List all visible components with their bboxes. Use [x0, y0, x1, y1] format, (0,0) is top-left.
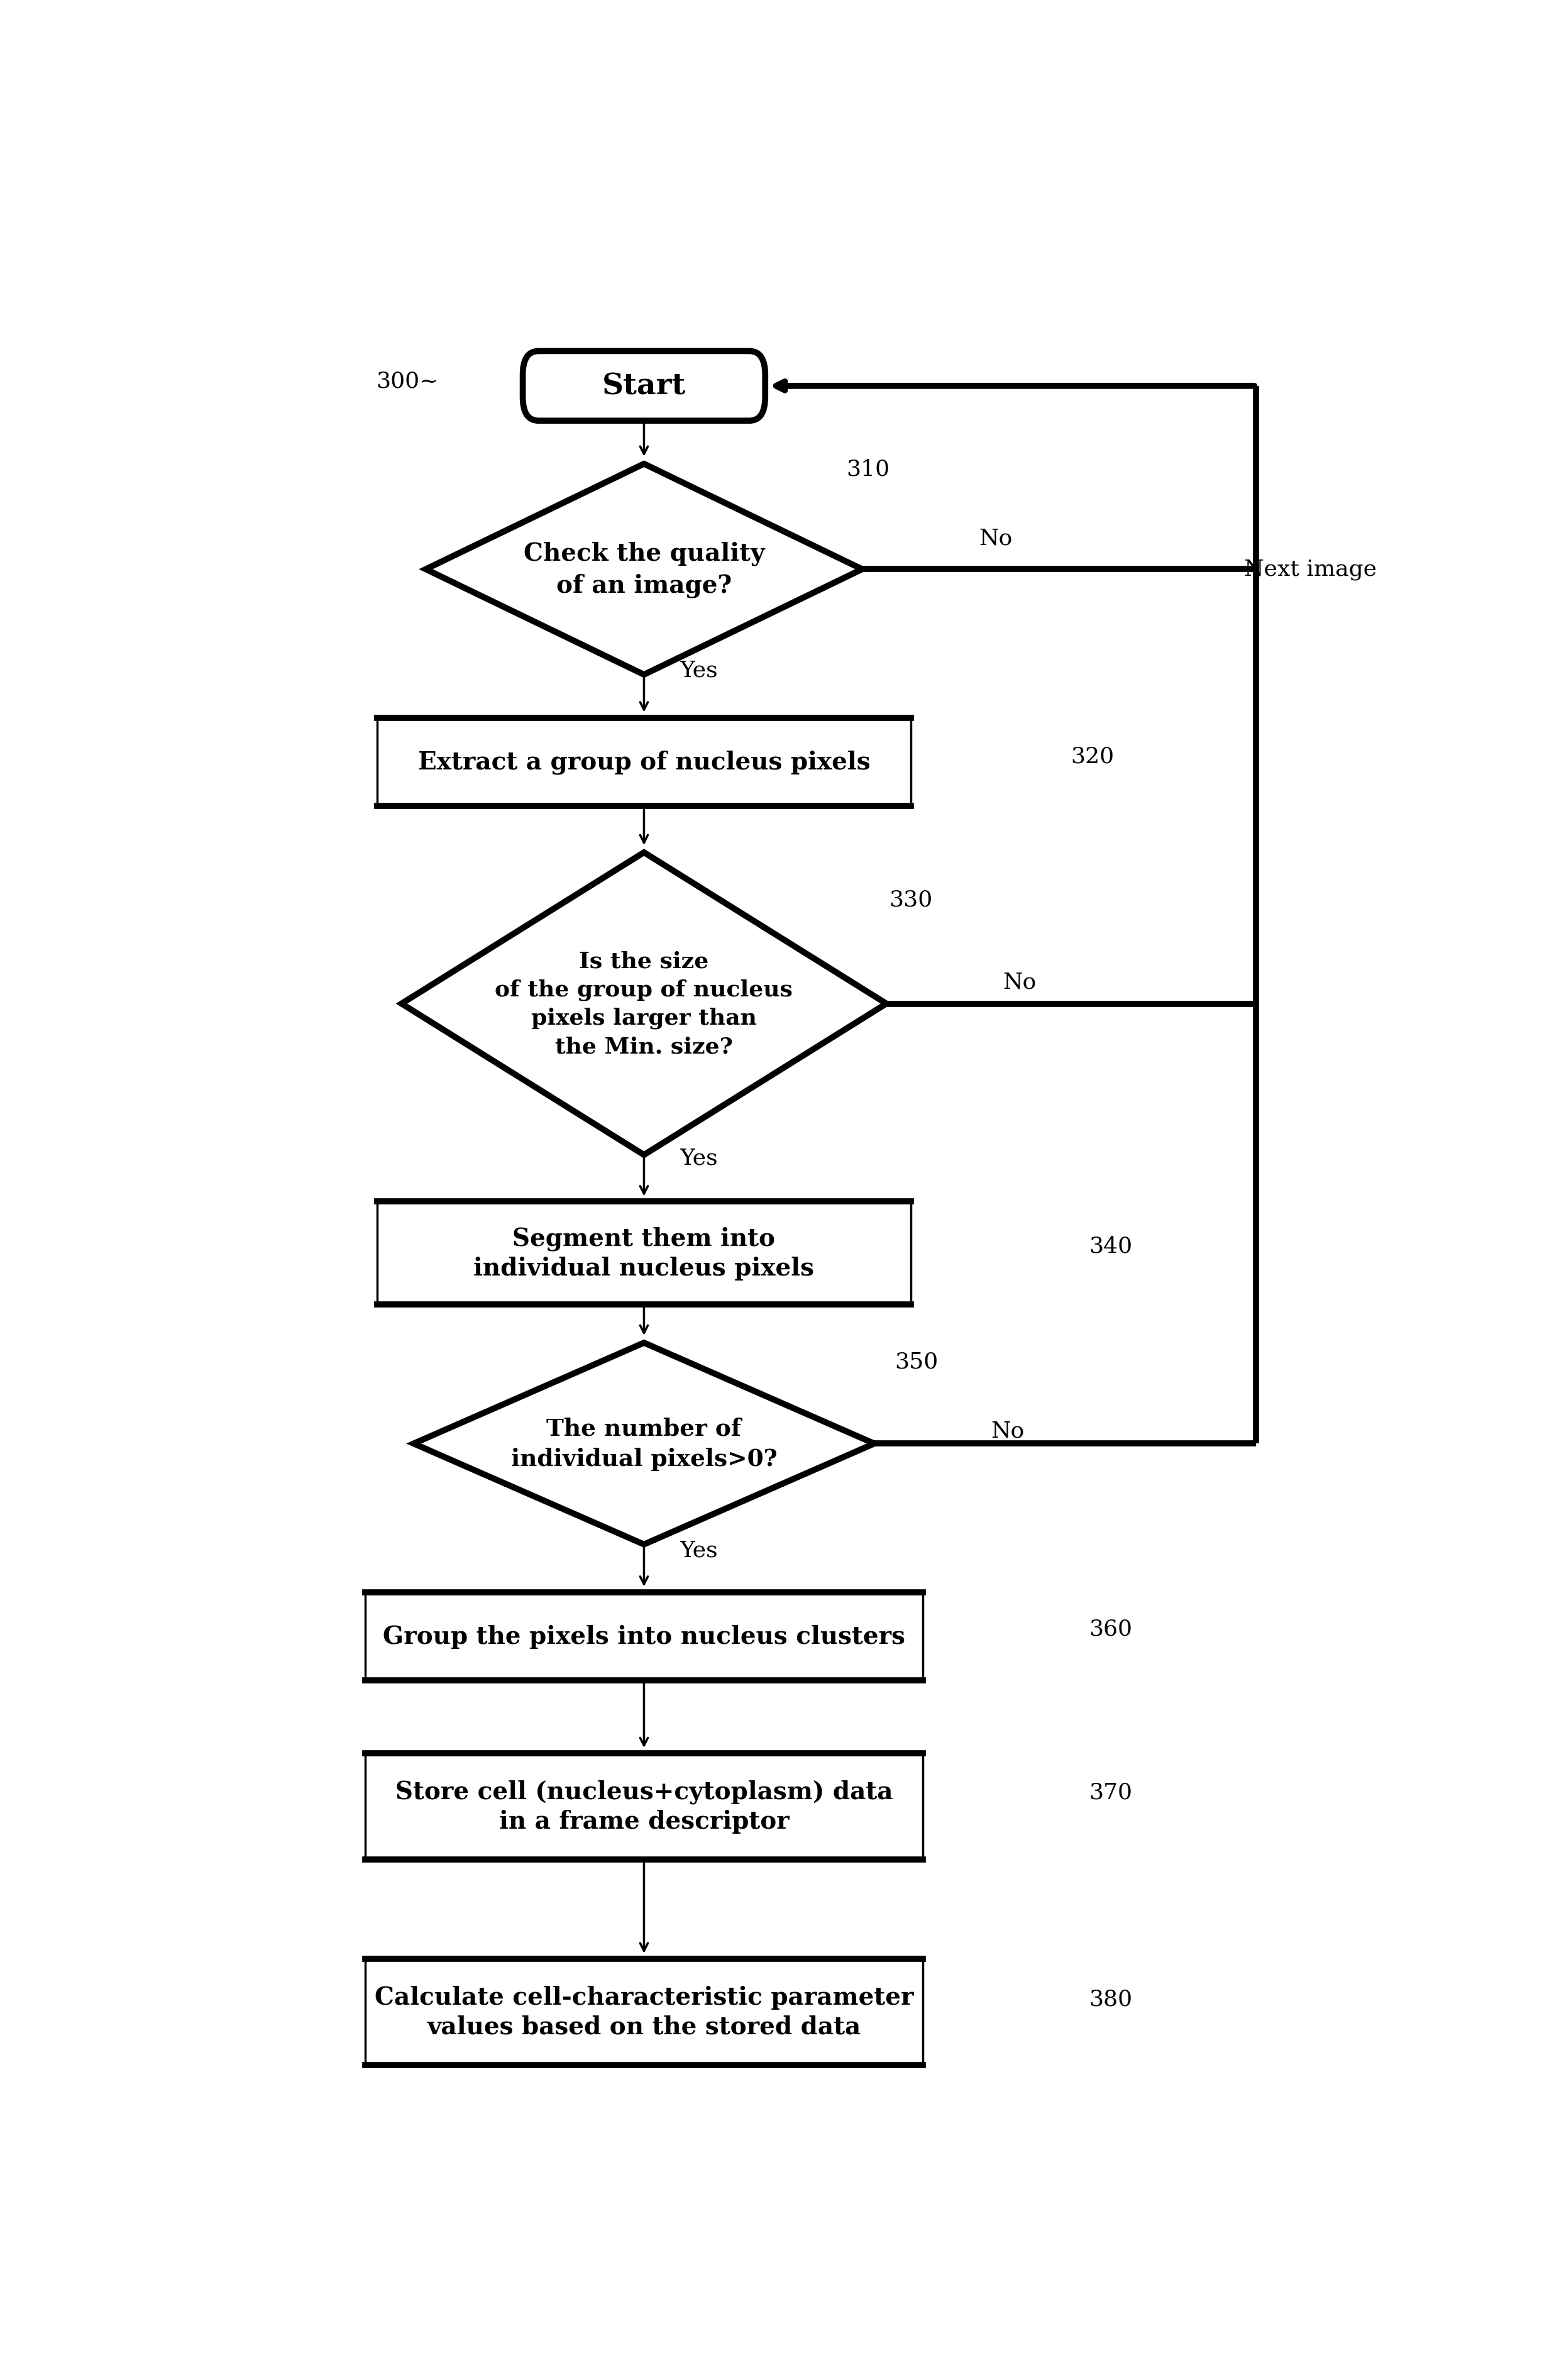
Text: 350: 350: [895, 1352, 938, 1371]
Text: Segment them into
individual nucleus pixels: Segment them into individual nucleus pix…: [474, 1226, 815, 1280]
Text: Store cell (nucleus+cytoplasm) data
in a frame descriptor: Store cell (nucleus+cytoplasm) data in a…: [396, 1780, 893, 1833]
Text: Yes: Yes: [679, 1147, 718, 1169]
Text: 360: 360: [1089, 1618, 1132, 1640]
Bar: [366, 1592, 923, 1680]
Bar: [377, 1202, 910, 1304]
Text: Check the quality
of an image?: Check the quality of an image?: [524, 543, 765, 597]
Text: Calculate cell-characteristic parameter
values based on the stored data: Calculate cell-characteristic parameter …: [374, 1985, 913, 2040]
Bar: [366, 1959, 923, 2066]
Text: No: No: [979, 528, 1012, 550]
Text: Next image: Next image: [1245, 559, 1376, 581]
Text: No: No: [992, 1421, 1024, 1442]
Text: Is the size
of the group of nucleus
pixels larger than
the Min. size?: Is the size of the group of nucleus pixe…: [496, 950, 793, 1057]
Polygon shape: [402, 852, 887, 1154]
Text: 330: 330: [888, 888, 932, 909]
Text: Start: Start: [602, 371, 687, 400]
Text: Group the pixels into nucleus clusters: Group the pixels into nucleus clusters: [383, 1623, 906, 1649]
Text: 310: 310: [846, 459, 890, 478]
Text: 380: 380: [1089, 1987, 1132, 2009]
Text: Yes: Yes: [679, 659, 718, 681]
FancyBboxPatch shape: [522, 352, 765, 421]
Bar: [366, 1754, 923, 1859]
Bar: [377, 719, 910, 807]
Text: No: No: [1003, 971, 1037, 992]
Text: The number of
individual pixels>0?: The number of individual pixels>0?: [511, 1416, 777, 1471]
Text: 340: 340: [1089, 1235, 1132, 1257]
Polygon shape: [425, 464, 862, 676]
Text: Extract a group of nucleus pixels: Extract a group of nucleus pixels: [418, 750, 870, 774]
Text: Yes: Yes: [679, 1540, 718, 1561]
Polygon shape: [413, 1342, 874, 1545]
Text: 300~: 300~: [377, 371, 439, 393]
Text: 320: 320: [1071, 745, 1114, 766]
Text: 370: 370: [1089, 1780, 1132, 1802]
